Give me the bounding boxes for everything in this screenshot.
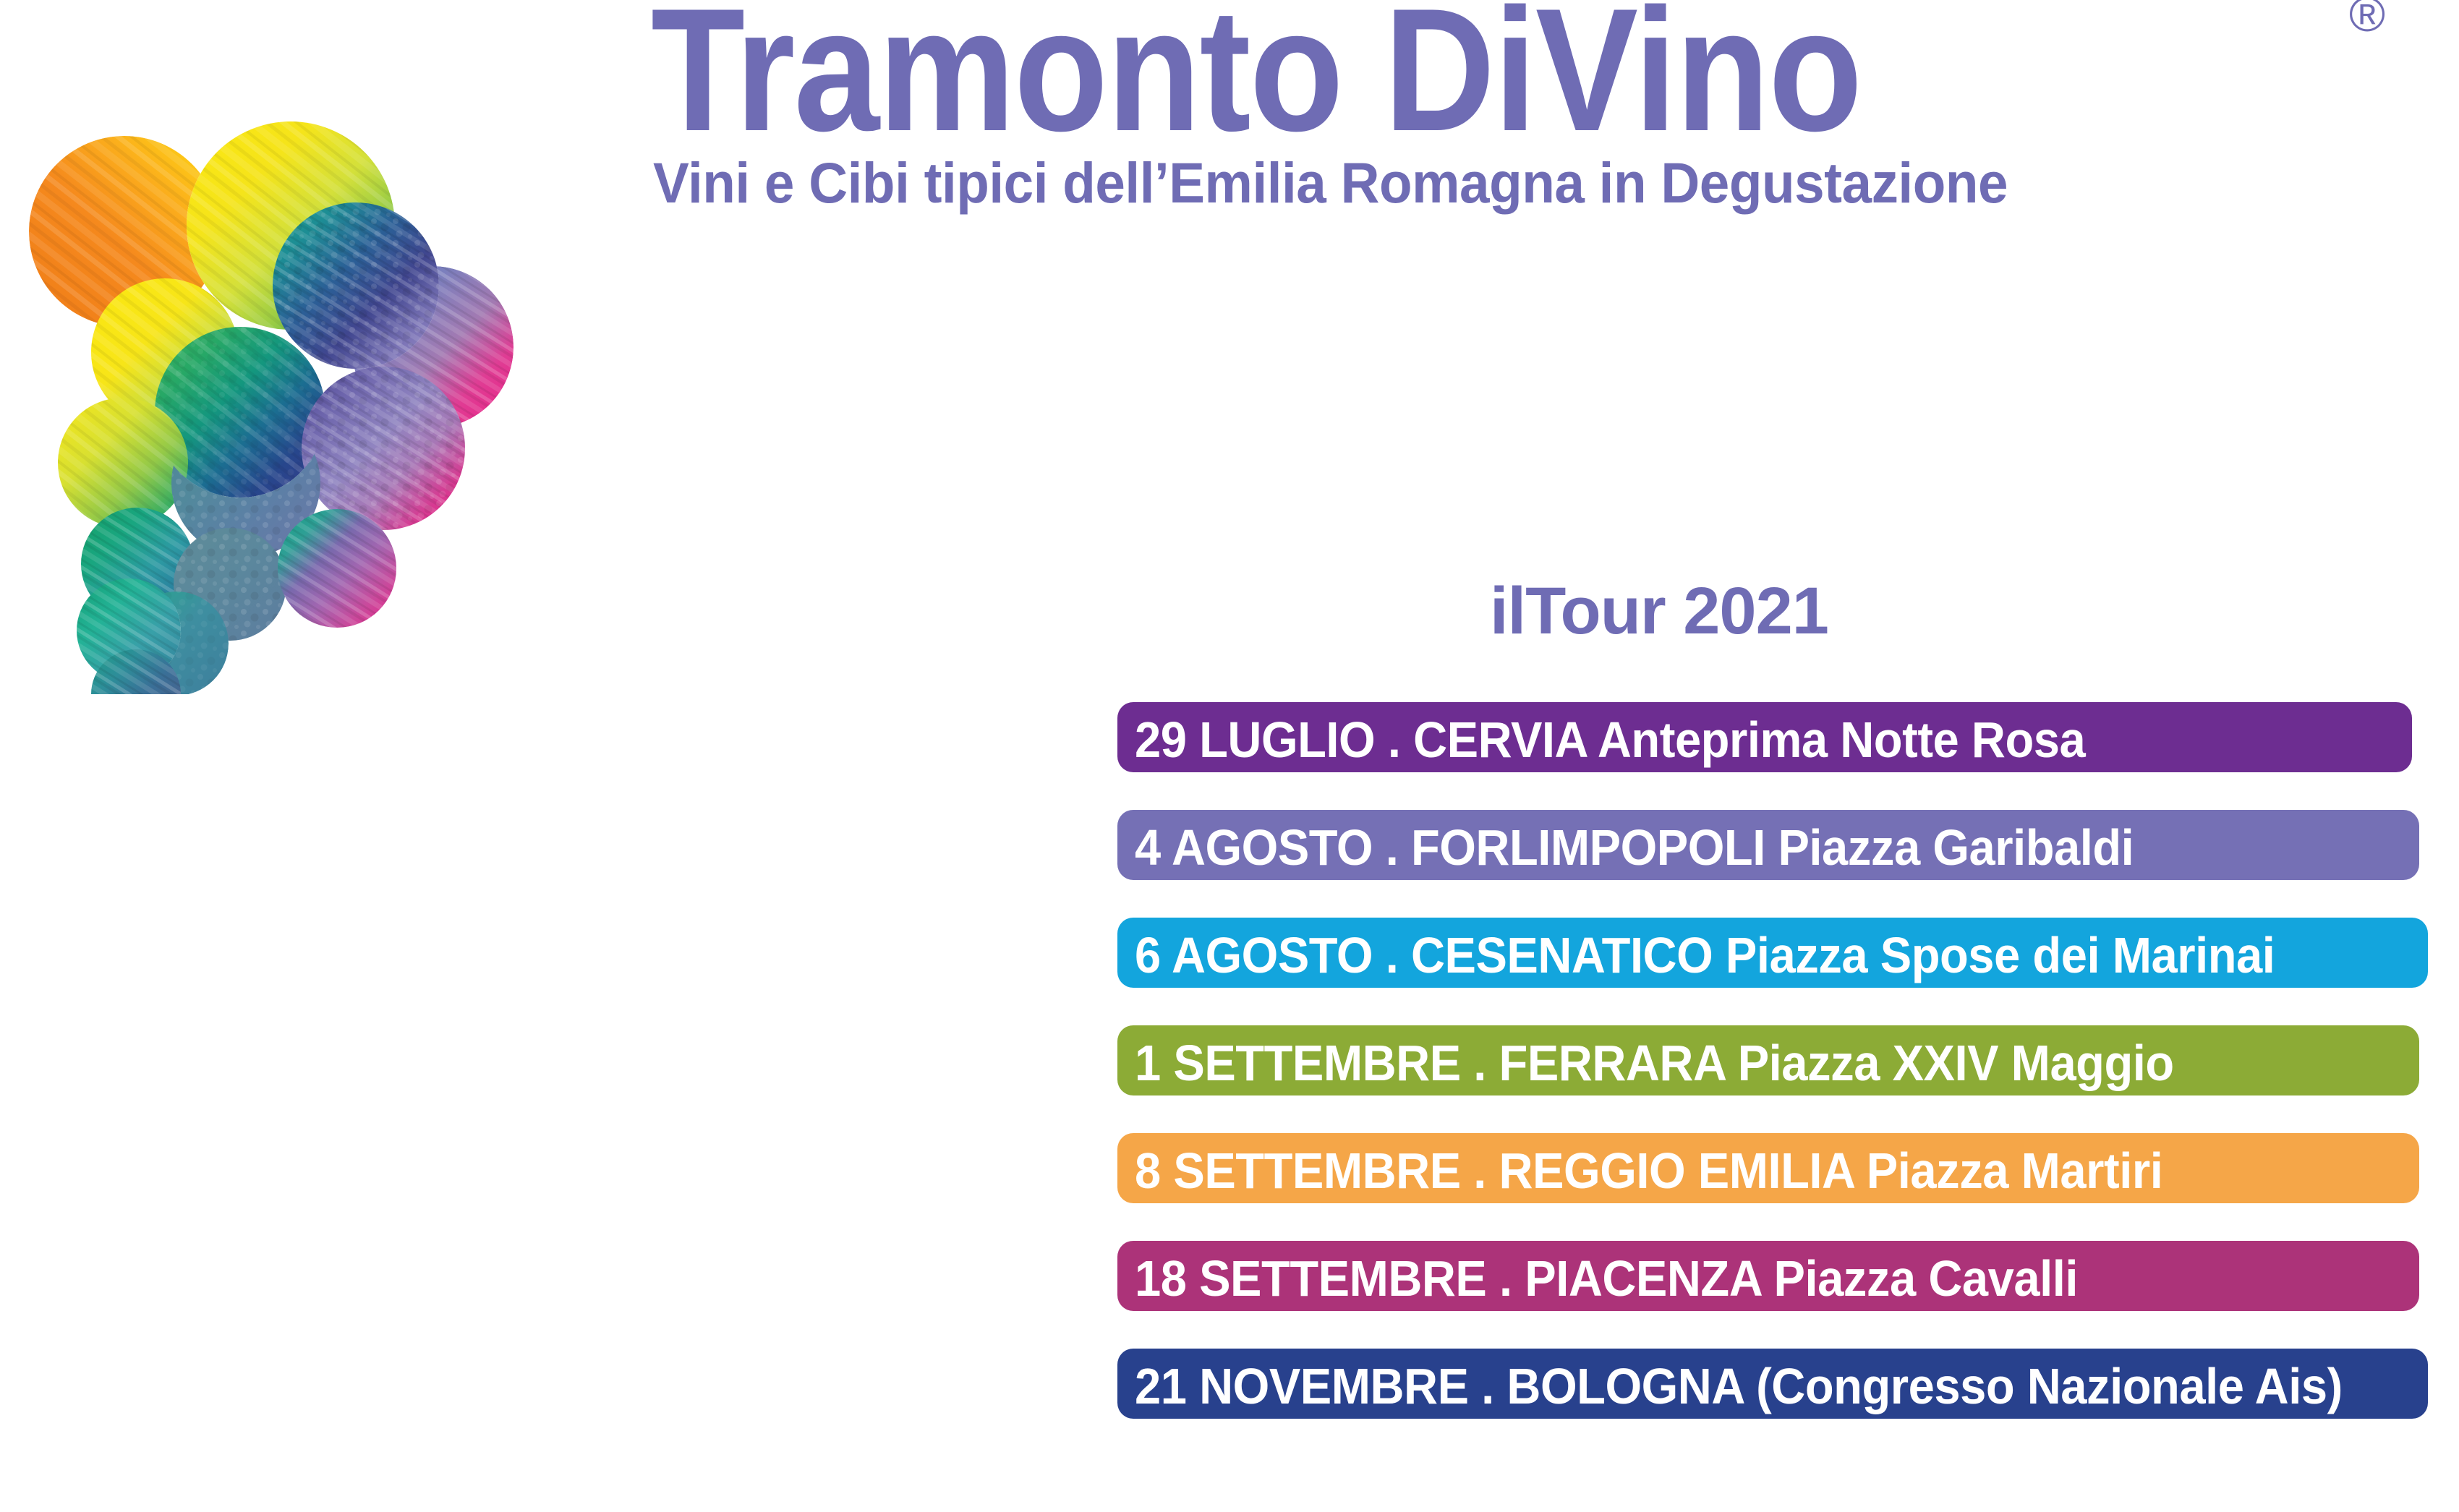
grape-berry-slate-crescent bbox=[171, 409, 320, 558]
tour-date-bar[interactable]: 1 SETTEMBRE . FERRARA Piazza XXIV Maggio bbox=[1117, 1025, 2419, 1095]
tour-date-label: 21 NOVEMBRE . BOLOGNA (Congresso Naziona… bbox=[1135, 1357, 2343, 1414]
grape-berry-yellow-3 bbox=[58, 398, 188, 528]
tour-date-label: 29 LUGLIO . CERVIA Anteprima Notte Rosa bbox=[1135, 711, 2086, 768]
grape-berry-teal-magenta bbox=[278, 509, 396, 628]
tour-date-bar[interactable]: 4 AGOSTO . FORLIMPOPOLI Piazza Garibaldi bbox=[1117, 810, 2419, 880]
page-title: Tramonto DiVino bbox=[651, 0, 1862, 168]
page-subtitle: Vini e Cibi tipici dell’Emilia Romagna i… bbox=[653, 150, 2008, 215]
tour-date-bar[interactable]: 6 AGOSTO . CESENATICO Piazza Spose dei M… bbox=[1117, 918, 2428, 988]
tour-date-label: 18 SETTEMBRE . PIACENZA Piazza Cavalli bbox=[1135, 1250, 2078, 1307]
tour-date-bar[interactable]: 18 SETTEMBRE . PIACENZA Piazza Cavalli bbox=[1117, 1241, 2419, 1311]
title-block: Tramonto DiVino ® Vini e Cibi tipici del… bbox=[651, 0, 2430, 226]
tour-heading: ilTour 2021 bbox=[1490, 574, 1829, 648]
registered-trademark-icon: ® bbox=[2349, 0, 2386, 42]
tour-date-label: 4 AGOSTO . FORLIMPOPOLI Piazza Garibaldi bbox=[1135, 819, 2134, 876]
tour-date-label: 6 AGOSTO . CESENATICO Piazza Spose dei M… bbox=[1135, 926, 2275, 983]
grape-berry-bottom-tip bbox=[91, 649, 181, 694]
tour-date-bar[interactable]: 29 LUGLIO . CERVIA Anteprima Notte Rosa bbox=[1117, 702, 2412, 772]
tour-date-label: 1 SETTEMBRE . FERRARA Piazza XXIV Maggio bbox=[1135, 1034, 2174, 1091]
tour-date-label: 8 SETTEMBRE . REGGIO EMILIA Piazza Marti… bbox=[1135, 1142, 2163, 1199]
tour-date-bar[interactable]: 8 SETTEMBRE . REGGIO EMILIA Piazza Marti… bbox=[1117, 1133, 2419, 1203]
tour-date-list: 29 LUGLIO . CERVIA Anteprima Notte Rosa 4… bbox=[1117, 702, 2430, 1419]
tour-date-bar[interactable]: 21 NOVEMBRE . BOLOGNA (Congresso Naziona… bbox=[1117, 1349, 2428, 1419]
grape-cluster-logo bbox=[0, 0, 550, 694]
grape-berry-purple-pink bbox=[302, 367, 465, 530]
